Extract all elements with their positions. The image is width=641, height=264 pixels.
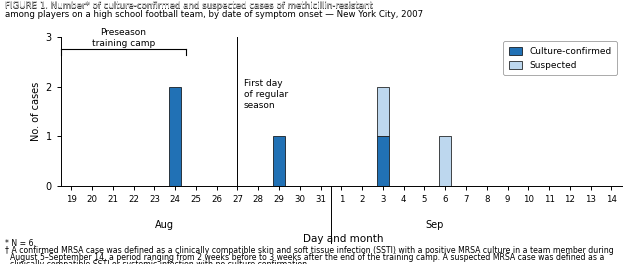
Text: Aug: Aug [155, 220, 174, 230]
Bar [169, 87, 181, 186]
Text: First day
of regular
season: First day of regular season [244, 78, 288, 110]
Bar [273, 136, 285, 186]
Bar [377, 87, 389, 136]
Text: * N = 6.: * N = 6. [5, 239, 36, 248]
Legend: Culture-confirmed, Suspected: Culture-confirmed, Suspected [503, 41, 617, 75]
Text: FIGURE 1. Number* of culture-confirmed and suspected cases of methicillin-resist: FIGURE 1. Number* of culture-confirmed a… [5, 1, 376, 10]
Text: August 5–September 14, a period ranging from 2 weeks before to 3 weeks after the: August 5–September 14, a period ranging … [5, 253, 604, 262]
Text: Day and month: Day and month [303, 234, 383, 244]
Text: Preseason
training camp: Preseason training camp [92, 28, 155, 48]
Text: Sep: Sep [426, 220, 444, 230]
Bar [377, 136, 389, 186]
Text: FIGURE 1. Number* of culture-confirmed and suspected cases of methicillin-resist: FIGURE 1. Number* of culture-confirmed a… [5, 2, 376, 11]
Text: among players on a high school football team, by date of symptom onset — New Yor: among players on a high school football … [5, 10, 423, 19]
Y-axis label: No. of cases: No. of cases [31, 82, 42, 141]
Bar [439, 136, 451, 186]
Text: † A confirmed MRSA case was defined as a clinically compatible skin and soft tis: † A confirmed MRSA case was defined as a… [5, 246, 614, 255]
Text: clinically compatible SSTI or systemic infection with no culture confirmation.: clinically compatible SSTI or systemic i… [5, 260, 310, 264]
Text: FIGURE 1. Number* of culture-confirmed and suspected cases of methicillin-resist: FIGURE 1. Number* of culture-confirmed a… [5, 1, 376, 10]
